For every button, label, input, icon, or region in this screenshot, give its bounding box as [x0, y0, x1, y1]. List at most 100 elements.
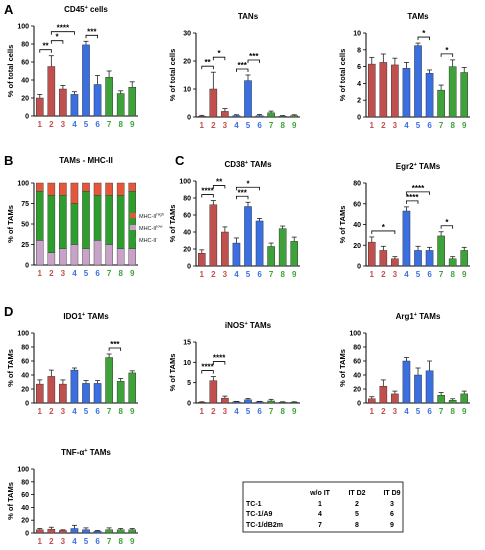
bar: [414, 374, 422, 404]
x-tick-label: 6: [95, 269, 100, 278]
y-tick-label: 0: [187, 264, 191, 271]
y-tick-label: 80: [353, 181, 361, 188]
x-tick-label: 9: [130, 407, 135, 416]
x-tick-label: 2: [381, 407, 386, 416]
bar: [82, 529, 90, 534]
x-tick-label: 9: [462, 270, 467, 279]
sig-label: ****: [201, 187, 214, 196]
x-tick-label: 9: [130, 120, 135, 129]
x-tick-label: 9: [292, 121, 297, 130]
bar: [221, 111, 229, 118]
y-tick-label: 80: [21, 479, 29, 486]
x-tick-label: 2: [49, 269, 54, 278]
bar: [460, 72, 469, 118]
x-tick-label: 7: [107, 407, 112, 416]
bar: [209, 380, 218, 404]
bar: [402, 210, 411, 267]
sig-bracket: [212, 56, 226, 61]
y-tick-label: 40: [21, 373, 29, 380]
y-tick-label: 20: [21, 387, 29, 394]
bar: [244, 80, 252, 118]
bar: [379, 62, 388, 118]
bar: [221, 231, 229, 267]
panel-label-a: A: [4, 2, 14, 17]
x-tick-label: 2: [49, 537, 54, 546]
bar: [460, 393, 469, 404]
y-tick-label: 80: [21, 345, 29, 352]
bar: [367, 398, 376, 404]
bar: [278, 228, 287, 267]
x-tick-label: 2: [381, 121, 386, 130]
table-cell: 2: [355, 501, 359, 508]
x-tick-label: 6: [95, 537, 100, 546]
x-tick-label: 3: [61, 269, 66, 278]
sig-bracket: [108, 347, 122, 351]
sig-bracket: [371, 230, 396, 234]
legend-swatch-neg: [130, 237, 136, 242]
y-tick-label: 0: [357, 264, 361, 271]
y-tick-label: 40: [353, 222, 361, 229]
x-tick-label: 3: [223, 121, 228, 130]
sig-bracket: [212, 185, 226, 189]
bar: [70, 528, 79, 534]
sig-label: ****: [406, 193, 419, 202]
chart-cd45: CD45+ cells 0 20 40 60 80 100 % of total cells 1…: [6, 5, 138, 129]
bar: [209, 88, 218, 118]
x-tick-label: 5: [84, 407, 89, 416]
y-tick-label: 5: [187, 380, 191, 387]
bar: [437, 235, 445, 267]
x-tick-label: 1: [370, 121, 375, 130]
x-tick-label: 5: [416, 407, 421, 416]
bar: [93, 84, 102, 117]
y-tick-label: 60: [21, 359, 29, 366]
x-tick-label: 2: [211, 407, 216, 416]
sig-label: ***: [110, 340, 120, 349]
bar: [116, 381, 125, 404]
sig-bracket: [440, 225, 454, 229]
x-tick-label: 9: [462, 407, 467, 416]
sig-label: *: [445, 218, 449, 227]
stacked-segment: [70, 244, 79, 266]
y-tick-label: 10: [183, 360, 191, 367]
x-tick-label: 1: [38, 407, 43, 416]
bar: [128, 372, 137, 404]
table-header-wo-it: w/o IT: [309, 490, 331, 497]
bar: [414, 250, 422, 267]
stacked-segment: [116, 248, 125, 266]
x-tick-label: 6: [257, 407, 262, 416]
chart-title: Egr2+ TAMs: [396, 162, 441, 171]
table-cell: 7: [318, 522, 322, 529]
bar: [232, 401, 241, 404]
bar: [448, 66, 457, 118]
y-tick-label: 0: [187, 115, 191, 122]
y-axis-label: % of TAMs: [168, 354, 177, 392]
x-tick-label: 7: [107, 120, 112, 129]
bar: [460, 250, 469, 267]
stacked-segment: [128, 248, 137, 266]
bar: [379, 250, 388, 267]
y-tick-label: 0: [25, 114, 29, 121]
table-cell: 8: [355, 522, 359, 529]
bar: [367, 63, 376, 118]
sig-label: **: [204, 58, 211, 67]
bar: [437, 395, 445, 404]
x-tick-label: 3: [61, 407, 66, 416]
x-tick-label: 7: [269, 121, 274, 130]
table-cell: 1: [318, 501, 322, 508]
bar: [47, 66, 56, 117]
y-tick-label: 20: [353, 387, 361, 394]
x-tick-label: 4: [404, 407, 409, 416]
y-tick-label: 0: [25, 531, 29, 538]
x-tick-label: 2: [211, 121, 216, 130]
table-cell: 6: [390, 511, 394, 518]
stacked-segment: [93, 240, 102, 266]
sig-bracket: [236, 186, 260, 191]
y-tick-label: 15: [183, 340, 191, 347]
stacked-segment: [105, 244, 113, 266]
bar: [59, 88, 67, 117]
x-tick-label: 6: [95, 120, 100, 129]
x-tick-label: 1: [38, 537, 43, 546]
